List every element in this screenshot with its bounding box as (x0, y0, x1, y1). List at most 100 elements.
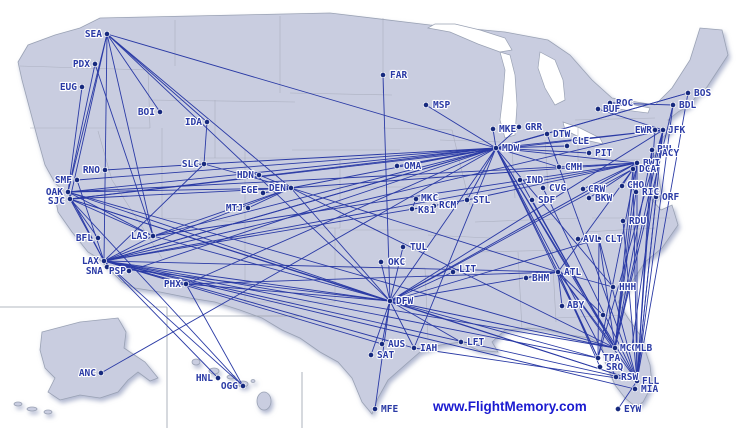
airport-dot-JX1 (599, 311, 607, 319)
airport-dot-PDX (91, 60, 99, 68)
airport-dot-EYW (614, 405, 622, 413)
route-line-DEN-HDN (258, 174, 292, 189)
lake-superior (426, 23, 513, 53)
route-line-CRW-BWI (582, 162, 638, 190)
airport-dot-MKE (489, 125, 497, 133)
route-line-SEA-DEN (106, 33, 292, 189)
route-line-PIT-MDW (495, 147, 590, 154)
route-line-LAX-BWI (103, 162, 638, 262)
route-line-SEA-BOI (106, 33, 161, 113)
route-line-LAX-SLC (103, 163, 205, 262)
route-line-MDW-RSW (495, 147, 617, 378)
airport-label-CLE: CLE (572, 136, 589, 147)
airport-dot-DEN (287, 184, 295, 192)
airport-label-DFW: DFW (396, 296, 413, 307)
airport-dot-PSP (125, 267, 133, 275)
route-line-MKE-MDW (492, 128, 497, 149)
airport-dot-IND (516, 176, 524, 184)
route-line-LAX-STL (103, 199, 468, 262)
route-line-OAK-BWI (67, 162, 638, 193)
airport-label-CRW: CRW (588, 184, 605, 195)
route-line-MDW-DFW (389, 147, 497, 302)
airport-label-RDU: RDU (629, 216, 646, 227)
route-line-CMH-MDW (495, 147, 560, 168)
route-line-DFW-MCO (389, 300, 616, 349)
airport-dot-BFL (94, 234, 102, 242)
airport-label-DEN: DEN (269, 183, 286, 194)
state-border (424, 267, 429, 341)
airport-label-HDN: HDN (237, 170, 254, 181)
route-line-SLC-MDW (203, 147, 497, 165)
route-line-DFW-OKC (380, 261, 391, 302)
airport-label-HNL: HNL (196, 373, 213, 384)
airport-label-SRQ: SRQ (606, 362, 623, 373)
route-line-ATL-MCO (557, 271, 616, 349)
route-line-BDL-MCO (614, 104, 674, 349)
airport-dot-BWI (633, 159, 641, 167)
route-line-SEA-MDW (106, 33, 497, 149)
airport-dot-CLE (563, 142, 571, 150)
route-line-SMF-LAX (76, 179, 105, 262)
airport-dot-BOI (156, 108, 164, 116)
airport-label-LAX: LAX (82, 256, 99, 267)
airport-label-CLT: CLT (605, 234, 622, 245)
airport-label-ORF: ORF (662, 192, 679, 203)
route-line-DFW-BWI (389, 162, 638, 302)
airport-dot-PHX (182, 280, 190, 288)
route-line-SEA-OAK (67, 33, 108, 193)
airport-dot-ATL (554, 268, 562, 276)
route-line-DFW-CLT (389, 238, 600, 302)
airport-label-STL: STL (473, 195, 490, 206)
route-line-DEN-EGE (262, 187, 292, 194)
state-border (19, 65, 149, 71)
route-line-SNA-DFW (106, 266, 391, 302)
route-line-RNO-SLC (104, 163, 205, 171)
route-line-OAK-MDW (67, 147, 497, 193)
route-line-LAX-LAS (103, 235, 154, 262)
state-border (289, 92, 393, 96)
route-line-SEA-DFW (106, 33, 391, 302)
flightmemory-watermark-link[interactable]: www.FlightMemory.com (431, 398, 589, 416)
route-line-IAH-FLL (413, 347, 638, 382)
route-line-DFW-TPA (389, 300, 599, 359)
airport-label-IAH: IAH (420, 343, 437, 354)
airport-label-OAK: OAK (46, 187, 63, 198)
airport-label-RIC: RIC (642, 187, 659, 198)
airport-dot-MIA (631, 385, 639, 393)
airport-label-ACY: ACY (662, 148, 679, 159)
airport-dot-AVL (574, 235, 582, 243)
route-line-PDX-LAS (94, 63, 154, 237)
airport-label-AVL: AVL (583, 234, 600, 245)
route-line-ATL-SRQ (557, 271, 601, 368)
airport-label-DCA: DCA (639, 164, 656, 175)
airport-dot-MTJ (244, 204, 252, 212)
route-line-FAR-DFW (382, 74, 391, 302)
airport-label-K81: K81 (418, 205, 435, 216)
route-line-DFW-DCA (389, 168, 634, 302)
airport-dot-ORF (652, 193, 660, 201)
airport-label-FAR: FAR (390, 70, 407, 81)
route-line-STL-BWI (466, 162, 638, 201)
airport-dot-SAT (367, 351, 375, 359)
airport-dot-CMH (555, 163, 563, 171)
route-line-LAS-DFW (152, 235, 391, 302)
route-line-SJC-JFK (69, 129, 664, 200)
route-line-DFW-FLL (389, 300, 638, 382)
airport-dot-HNL (214, 374, 222, 382)
route-line-OAK-LAS (67, 191, 154, 237)
airport-label-LIT: LIT (459, 264, 476, 275)
airport-dot-EWR (651, 126, 659, 134)
airport-label-MIA: MIA (641, 384, 658, 395)
route-line-HNL-LAX (103, 260, 219, 379)
lake-huron (537, 51, 566, 106)
state-border (517, 251, 523, 331)
airport-dot-SLC (200, 160, 208, 168)
airport-label-BKW: BKW (595, 193, 612, 204)
route-line-ATL-BHM (525, 271, 559, 279)
airport-dot-IAH (410, 344, 418, 352)
airport-label-MKC: MKC (421, 193, 438, 204)
airport-dot-STL (463, 196, 471, 204)
route-line-LAS-DEN (152, 187, 292, 237)
route-line-SJC-LAX (69, 198, 105, 262)
route-line-MDW-IAH (413, 147, 497, 349)
